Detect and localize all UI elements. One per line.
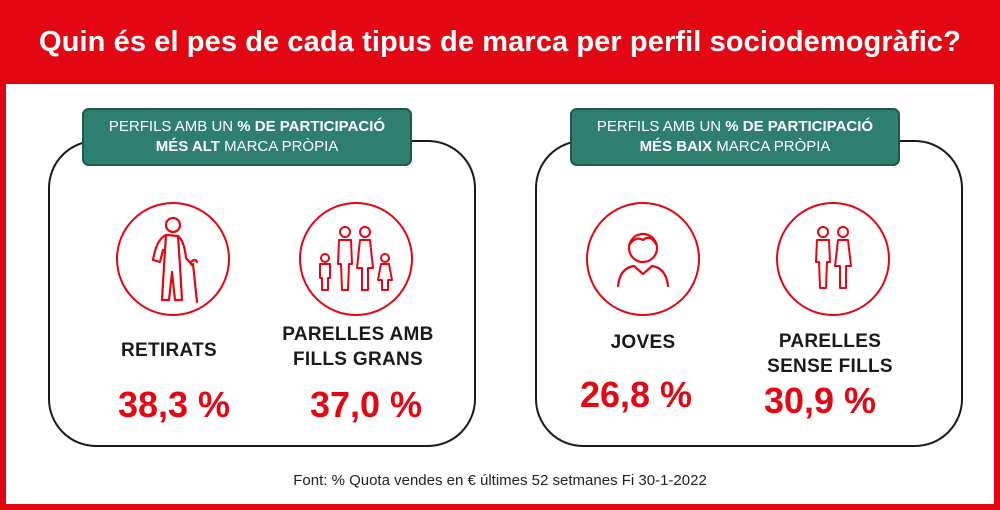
banner-lowest-share: PERFILS AMB UN % DE PARTICIPACIÓ MÉS BAI… xyxy=(570,108,900,166)
label-line-1: PARELLES AMB xyxy=(282,324,434,345)
label-line-2: FILLS GRANS xyxy=(293,349,423,370)
banner-line-2: MÉS BAIX MARCA PRÒPIA xyxy=(570,137,900,157)
value-retired: 38,3 % xyxy=(117,384,231,425)
couple-icon-circle xyxy=(776,202,890,316)
banner-line-1: PERFILS AMB UN % DE PARTICIPACIÓ xyxy=(82,117,412,137)
banner-text-bold: MÉS ALT xyxy=(155,138,220,155)
young-person-icon-circle xyxy=(586,202,700,316)
label-line-1: JOVES xyxy=(610,332,676,353)
banner-text-bold: % DE PARTICIPACIÓ xyxy=(237,118,386,135)
banner-line-1: PERFILS AMB UN % DE PARTICIPACIÓ xyxy=(570,117,900,137)
source-footnote: Font: % Quota vendes en € últimes 52 set… xyxy=(293,472,707,489)
banner-highest-share: PERFILS AMB UN % DE PARTICIPACIÓ MÉS ALT… xyxy=(82,108,412,166)
profile-label-young: JOVES xyxy=(566,330,720,355)
couple-icon xyxy=(815,226,852,289)
label-line-1: RETIRATS xyxy=(121,340,217,361)
value-couples-without-children: 30,9 % xyxy=(763,380,877,421)
value-young: 26,8 % xyxy=(579,374,693,415)
page-title: Quin és el pes de cada tipus de marca pe… xyxy=(39,25,961,58)
banner-line-2: MÉS ALT MARCA PRÒPIA xyxy=(82,137,412,157)
profile-label-retired: RETIRATS xyxy=(92,338,246,363)
banner-text: PERFILS AMB UN xyxy=(596,118,726,135)
elderly-person-icon xyxy=(151,216,199,304)
family-with-children-icon xyxy=(319,226,393,291)
banner-text-bold: MÉS BAIX xyxy=(639,138,713,155)
family-with-children-icon-circle xyxy=(299,202,413,316)
profile-label-couples-older-children: PARELLES AMB FILLS GRANS xyxy=(262,322,454,372)
label-line-2: SENSE FILLS xyxy=(767,356,893,377)
young-person-icon xyxy=(616,232,670,288)
banner-text: MARCA PRÒPIA xyxy=(712,138,831,155)
profile-label-couples-without-children: PARELLES SENSE FILLS xyxy=(734,329,926,379)
value-couples-older-children: 37,0 % xyxy=(309,384,423,425)
elderly-person-icon-circle xyxy=(116,202,230,316)
banner-text: PERFILS AMB UN xyxy=(108,118,238,135)
banner-text: MARCA PRÒPIA xyxy=(219,138,339,155)
label-line-1: PARELLES xyxy=(778,331,882,352)
title-bar: Quin és el pes de cada tipus de marca pe… xyxy=(0,0,1000,84)
banner-text-bold: % DE PARTICIPACIÓ xyxy=(725,118,874,135)
